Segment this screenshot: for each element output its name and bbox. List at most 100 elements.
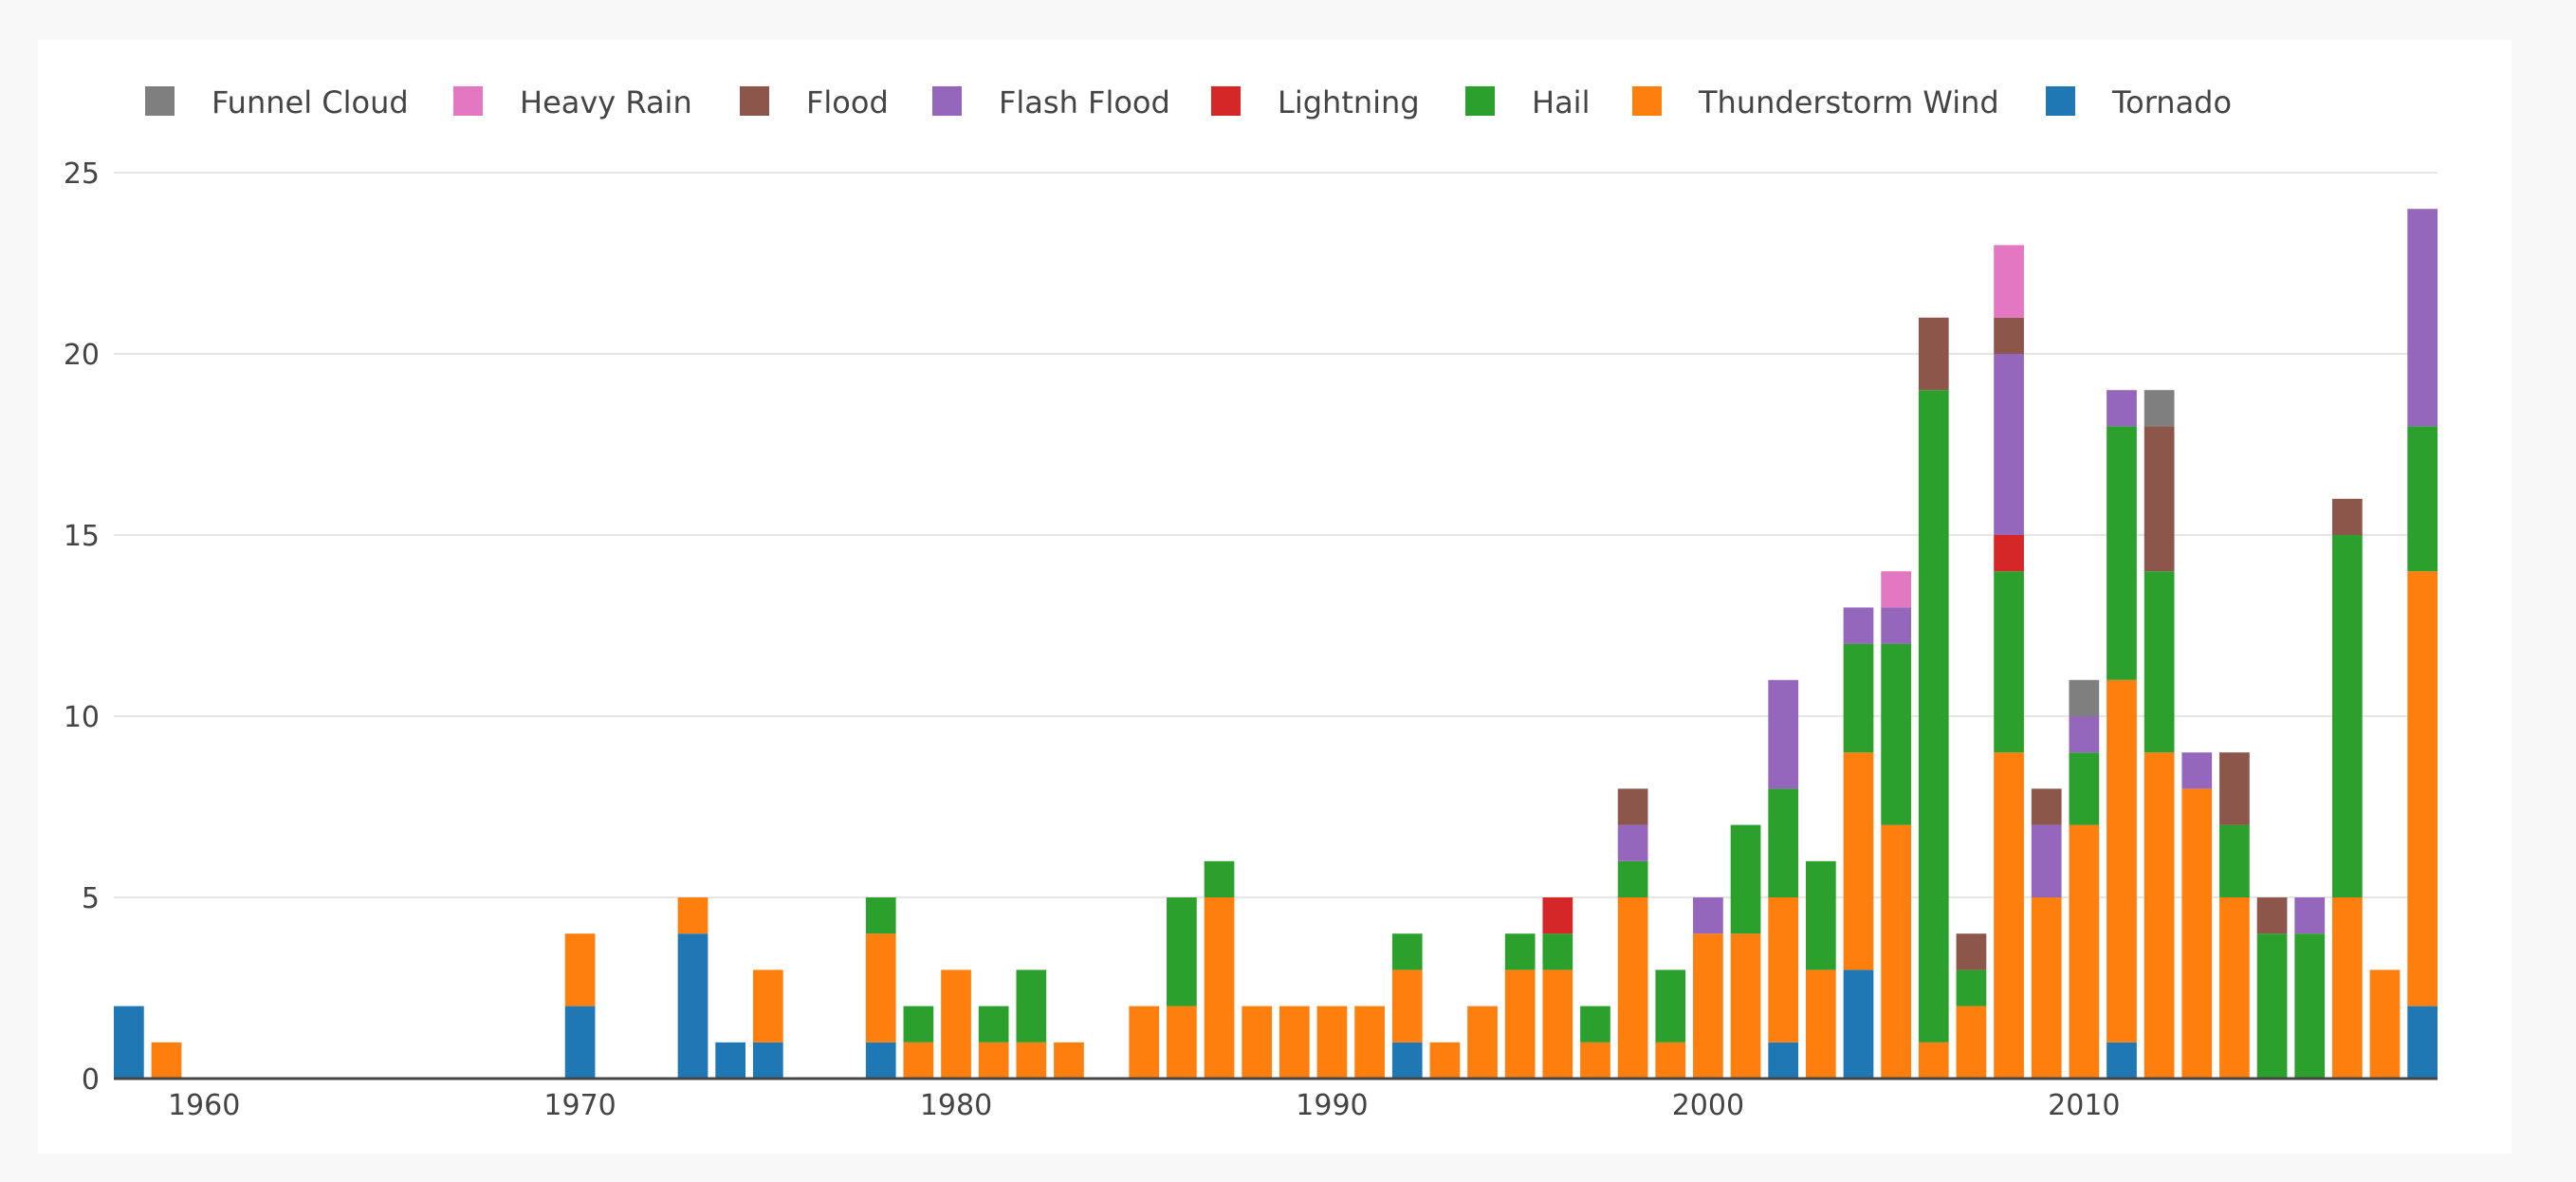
bar-thunderstorm-wind-1998 — [1617, 897, 1648, 1079]
bar-thunderstorm-wind-1975 — [752, 970, 783, 1043]
legend-swatch-hail — [1465, 86, 1495, 116]
bar-flash-flood-2008 — [1994, 354, 2024, 535]
bar-hail-1979 — [903, 1006, 934, 1043]
legend-label-flood: Flood — [806, 84, 889, 120]
bar-thunderstorm-wind-2006 — [1918, 1042, 1949, 1079]
bar-flash-flood-2002 — [1768, 679, 1799, 789]
chart-card: Funnel Cloud Heavy Rain Flood Flash Flood Li… — [38, 40, 2512, 1154]
bar-tornado-1975 — [752, 1042, 783, 1079]
bar-hail-1992 — [1391, 933, 1423, 970]
legend: Funnel Cloud Heavy Rain Flood Flash Flood Li… — [145, 84, 2232, 120]
bar-thunderstorm-wind-2013 — [2181, 788, 2213, 1079]
bar-funnel-cloud-2012 — [2144, 390, 2175, 427]
stacked-bar-chart: Funnel Cloud Heavy Rain Flood Flash Flood Li… — [64, 84, 2438, 1122]
bar-flood-2014 — [2219, 752, 2250, 825]
bar-flood-2009 — [2031, 788, 2062, 825]
x-tick-label: 2000 — [1672, 1089, 1744, 1122]
bar-hail-1987 — [1204, 860, 1235, 897]
bar-thunderstorm-wind-2012 — [2144, 752, 2175, 1079]
bar-thunderstorm-wind-2011 — [2107, 679, 2137, 1043]
bar-thunderstorm-wind-1999 — [1655, 1042, 1686, 1079]
bar-flash-flood-2016 — [2294, 897, 2326, 934]
legend-label-funnel-cloud: Funnel Cloud — [212, 84, 409, 120]
bar-thunderstorm-wind-1986 — [1167, 1006, 1197, 1079]
legend-swatch-tornado — [2046, 86, 2075, 116]
bars — [114, 209, 2438, 1079]
bar-hail-1995 — [1504, 933, 1536, 970]
bar-thunderstorm-wind-1959 — [151, 1042, 182, 1079]
bar-hail-2007 — [1956, 970, 1987, 1007]
bar-flash-flood-2019 — [2407, 209, 2438, 427]
bar-tornado-1970 — [564, 1006, 596, 1079]
bar-tornado-1958 — [114, 1006, 144, 1079]
bar-thunderstorm-wind-1981 — [978, 1042, 1009, 1079]
x-tick-label: 1990 — [1296, 1089, 1368, 1122]
bar-hail-2001 — [1730, 824, 1761, 934]
legend-swatch-flash-flood — [932, 86, 962, 116]
bar-hail-2008 — [1994, 571, 2024, 753]
bar-thunderstorm-wind-1990 — [1316, 1006, 1348, 1079]
y-tick-label: 5 — [82, 882, 100, 915]
x-tick-label: 1980 — [920, 1089, 992, 1122]
bar-thunderstorm-wind-1989 — [1279, 1006, 1310, 1079]
bar-hail-2011 — [2107, 426, 2137, 680]
bar-hail-2006 — [1918, 390, 1949, 1043]
bar-thunderstorm-wind-1982 — [1016, 1042, 1047, 1079]
bar-thunderstorm-wind-2017 — [2331, 897, 2363, 1079]
bar-lightning-2008 — [1994, 535, 2024, 572]
y-tick-label: 20 — [64, 339, 100, 372]
bar-hail-2003 — [1805, 860, 1836, 970]
bar-thunderstorm-wind-1997 — [1580, 1042, 1610, 1079]
bar-hail-2004 — [1843, 643, 1874, 753]
bar-hail-2010 — [2069, 752, 2100, 825]
bar-tornado-1973 — [677, 933, 708, 1079]
legend-label-flash-flood: Flash Flood — [999, 84, 1170, 120]
bar-flash-flood-2013 — [2181, 752, 2213, 789]
bar-tornado-1974 — [715, 1042, 746, 1079]
legend-swatch-lightning — [1211, 86, 1241, 116]
bar-thunderstorm-wind-1994 — [1467, 1006, 1498, 1079]
bar-thunderstorm-wind-1979 — [903, 1042, 934, 1079]
y-tick-label: 25 — [64, 157, 100, 191]
bar-hail-2017 — [2331, 535, 2363, 897]
bar-heavy-rain-2005 — [1881, 571, 1911, 608]
bar-heavy-rain-2008 — [1994, 245, 2024, 318]
bar-thunderstorm-wind-1987 — [1204, 897, 1235, 1079]
y-tick-label: 10 — [64, 701, 100, 734]
bar-flood-2017 — [2331, 498, 2363, 535]
bar-thunderstorm-wind-1980 — [941, 970, 971, 1079]
bar-flash-flood-2005 — [1881, 607, 1911, 644]
axes: 0 5 10 15 20 25 1960 1970 1980 1990 2000 2010 — [64, 157, 2438, 1122]
bar-thunderstorm-wind-1995 — [1504, 970, 1536, 1079]
bar-flash-flood-1998 — [1617, 824, 1648, 861]
legend-swatch-flood — [740, 86, 769, 116]
x-tick-label: 1970 — [543, 1089, 616, 1122]
legend-label-heavy-rain: Heavy Rain — [520, 84, 692, 120]
bar-flood-2015 — [2256, 897, 2288, 934]
bar-tornado-2002 — [1768, 1042, 1799, 1079]
bar-thunderstorm-wind-2010 — [2069, 824, 2100, 1079]
bar-thunderstorm-wind-1973 — [677, 897, 708, 934]
bar-hail-2015 — [2256, 933, 2288, 1079]
bar-hail-2002 — [1768, 788, 1799, 897]
bar-thunderstorm-wind-1988 — [1242, 1006, 1273, 1079]
bar-flood-1998 — [1617, 788, 1648, 825]
bar-flood-2008 — [1994, 317, 2024, 354]
bar-tornado-2011 — [2107, 1042, 2137, 1079]
bar-thunderstorm-wind-2018 — [2369, 970, 2401, 1079]
bar-tornado-1992 — [1391, 1042, 1423, 1079]
legend-swatch-heavy-rain — [453, 86, 483, 116]
bar-flash-flood-2009 — [2031, 824, 2062, 897]
bar-thunderstorm-wind-2009 — [2031, 897, 2062, 1079]
legend-swatch-thunderstorm-wind — [1632, 86, 1662, 116]
bar-thunderstorm-wind-2014 — [2219, 897, 2250, 1079]
bar-thunderstorm-wind-1978 — [865, 933, 896, 1043]
bar-thunderstorm-wind-1970 — [564, 933, 596, 1007]
bar-flash-flood-2010 — [2069, 716, 2100, 753]
legend-label-lightning: Lightning — [1278, 84, 1420, 120]
bar-flood-2006 — [1918, 317, 1949, 391]
legend-swatch-funnel-cloud — [145, 86, 175, 116]
bar-hail-2016 — [2294, 933, 2326, 1079]
y-tick-label: 0 — [82, 1063, 100, 1097]
bar-hail-2014 — [2219, 824, 2250, 897]
